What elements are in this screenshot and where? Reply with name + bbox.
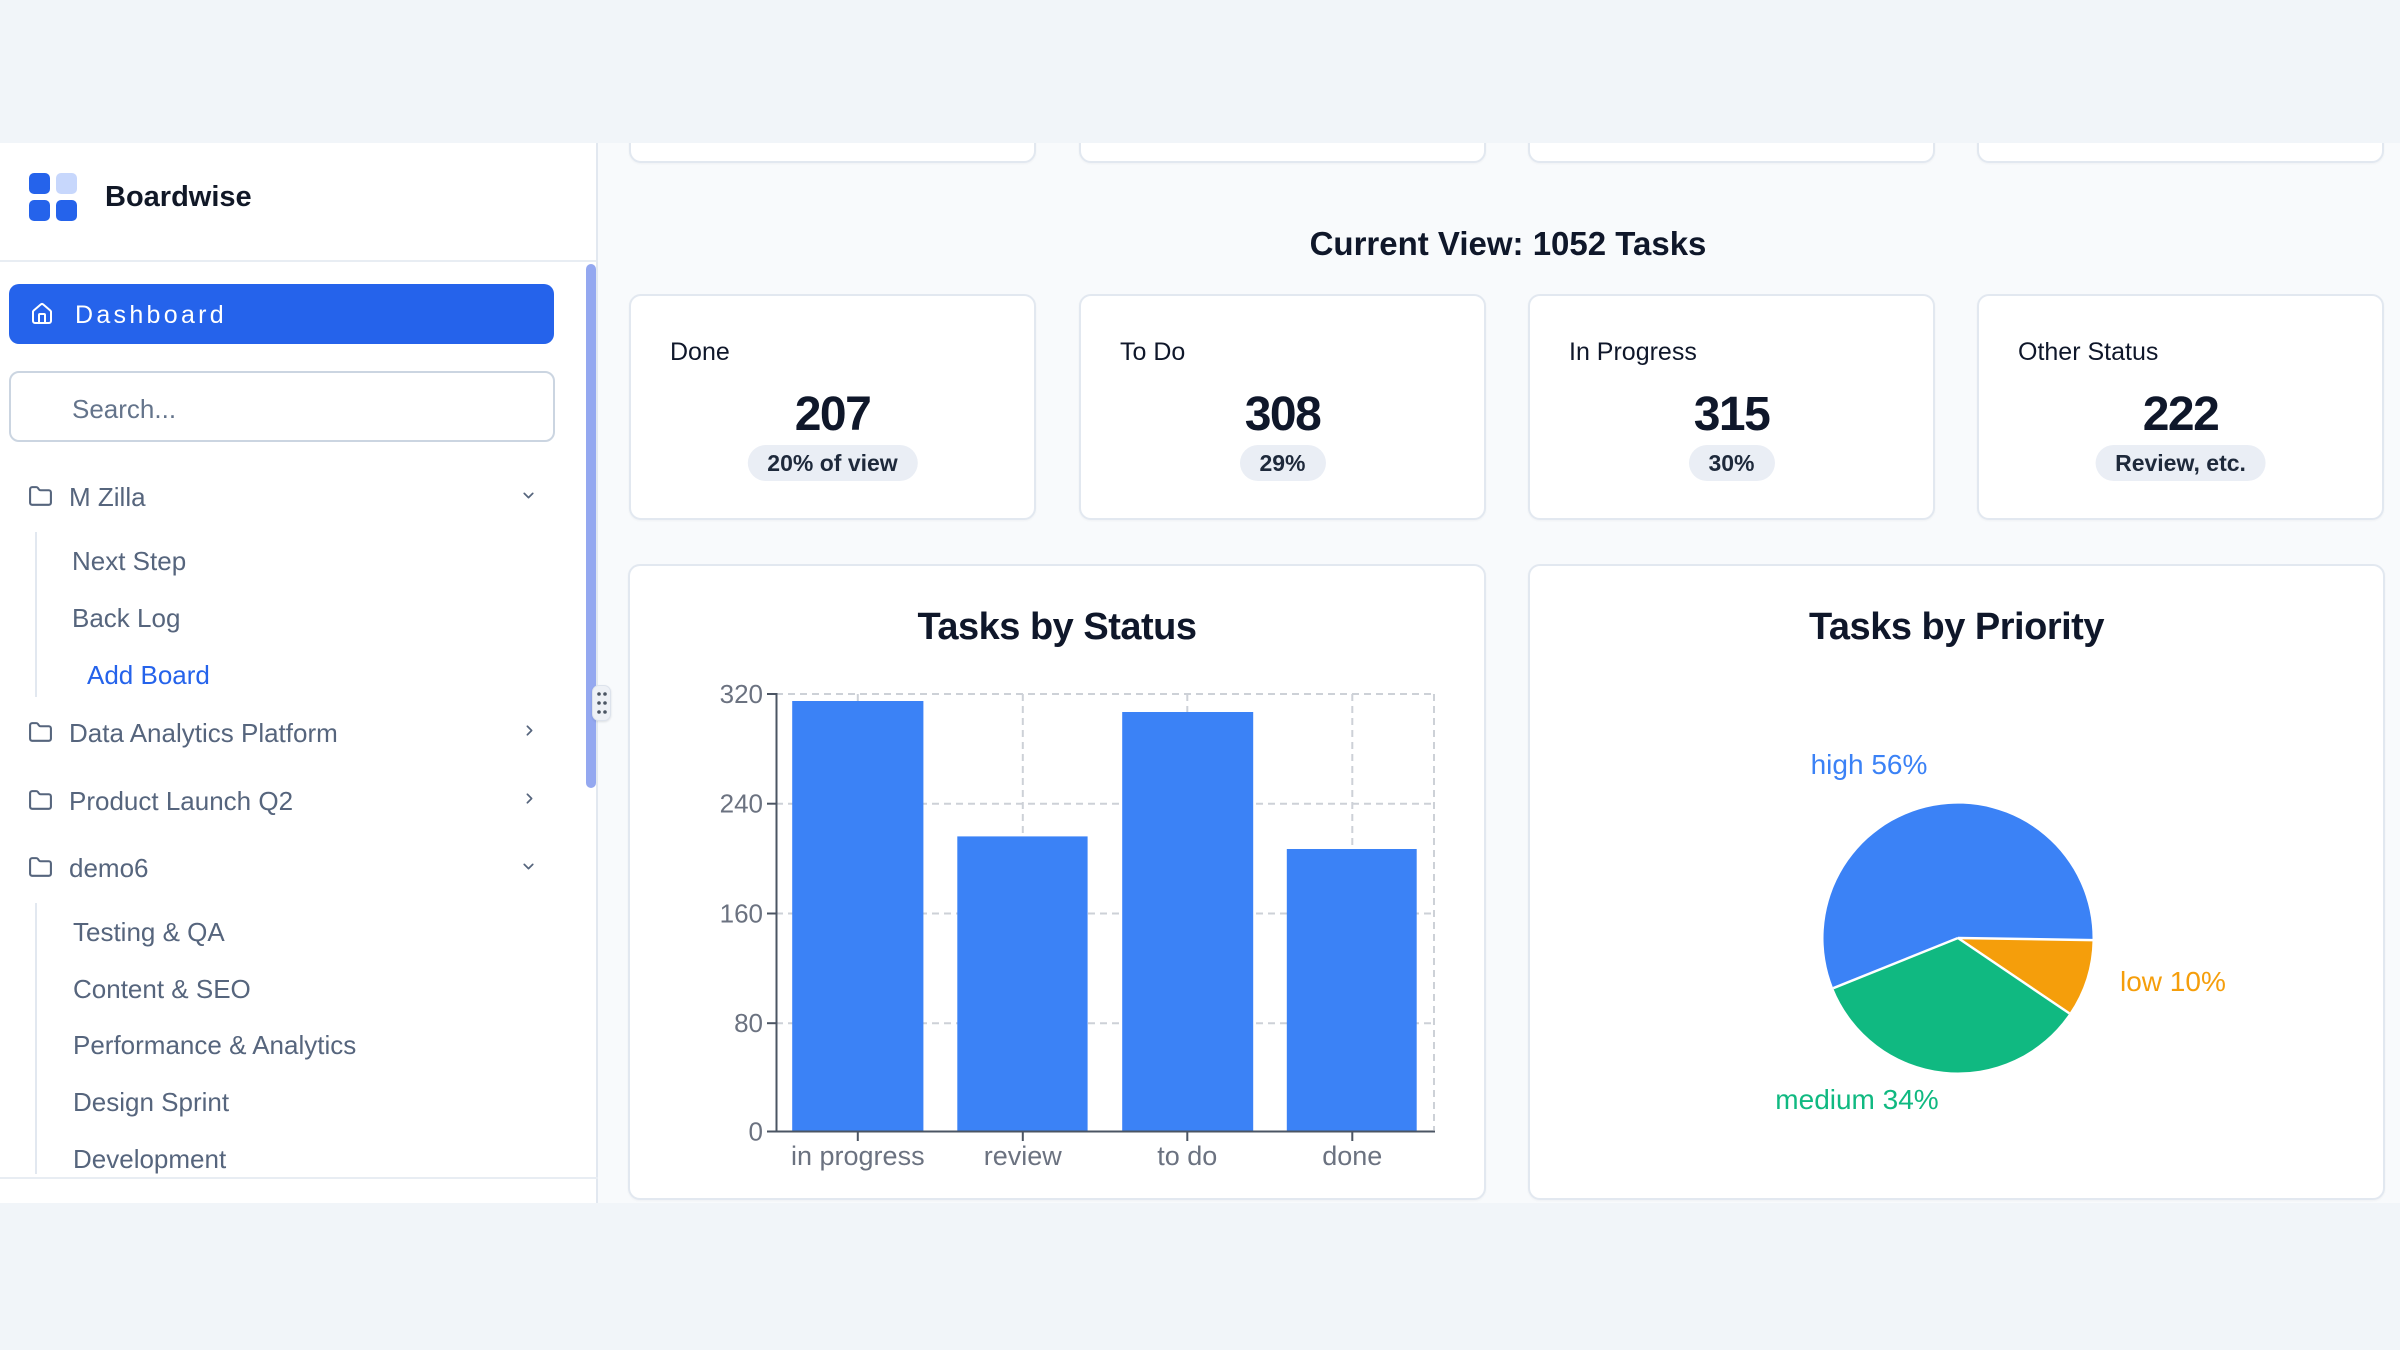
- svg-text:0: 0: [749, 1117, 763, 1147]
- svg-text:160: 160: [720, 899, 763, 929]
- svg-text:high 56%: high 56%: [1811, 749, 1928, 780]
- svg-text:done: done: [1322, 1141, 1382, 1171]
- svg-text:medium 34%: medium 34%: [1775, 1084, 1938, 1115]
- svg-text:80: 80: [734, 1008, 763, 1038]
- svg-text:low 10%: low 10%: [2120, 966, 2226, 997]
- svg-text:review: review: [984, 1141, 1063, 1171]
- svg-text:240: 240: [720, 789, 763, 819]
- svg-text:320: 320: [720, 679, 763, 709]
- svg-text:in progress: in progress: [791, 1141, 925, 1171]
- svg-text:to do: to do: [1157, 1141, 1217, 1171]
